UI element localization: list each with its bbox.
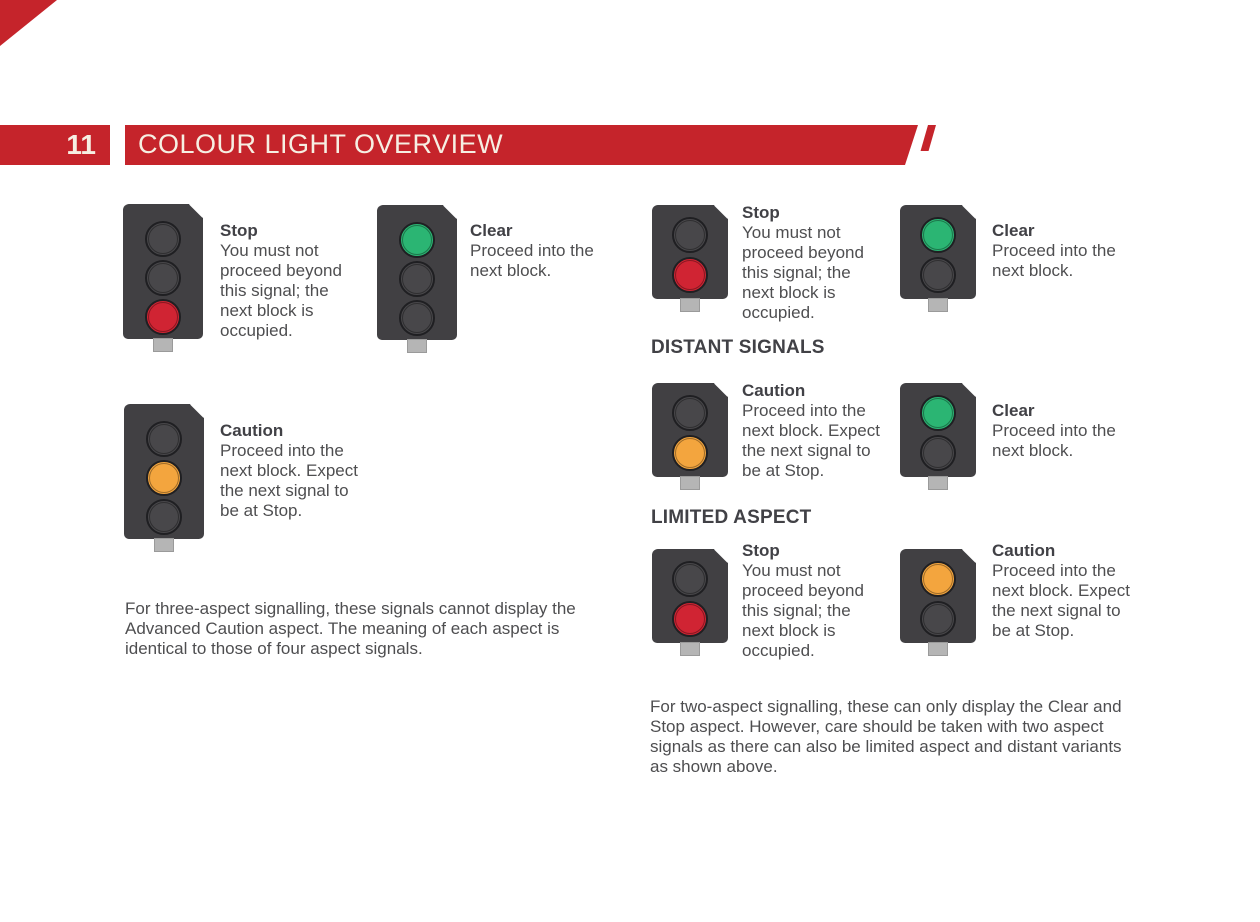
aspect-description: You must not proceed beyond this signal;… — [742, 561, 864, 660]
green-light-on-icon — [920, 217, 956, 253]
aspect-label-block: Clear Proceed into the next block. — [992, 401, 1167, 461]
section-title: COLOUR LIGHT OVERVIEW — [138, 129, 504, 159]
light-off-icon — [146, 421, 182, 457]
aspect-name: Clear — [992, 221, 1035, 240]
banner-slash-accent — [920, 125, 936, 151]
aspect-description: You must not proceed beyond this signal;… — [220, 241, 342, 340]
signal-stem — [928, 642, 948, 656]
signal-stem — [154, 538, 174, 552]
light-off-icon — [146, 499, 182, 535]
red-light-on-icon — [672, 257, 708, 293]
signal-stem — [153, 338, 173, 352]
amber-light-on-icon — [672, 435, 708, 471]
light-off-icon — [672, 395, 708, 431]
light-off-icon — [145, 260, 181, 296]
section-header-banner: COLOUR LIGHT OVERVIEW — [125, 125, 918, 165]
light-off-icon — [399, 300, 435, 336]
limited-aspect-signal-stop — [652, 549, 728, 656]
light-off-icon — [399, 261, 435, 297]
light-off-icon — [145, 221, 181, 257]
aspect-name: Caution — [992, 541, 1056, 560]
three-aspect-note: For three-aspect signalling, these signa… — [125, 599, 576, 658]
signal-stem — [928, 476, 948, 490]
signal-stem — [928, 298, 948, 312]
light-off-icon — [920, 601, 956, 637]
aspect-description: Proceed into the next block. Expect the … — [742, 401, 880, 480]
aspect-label-block: Clear Proceed into the next block. — [992, 221, 1167, 281]
three-aspect-signal-clear — [377, 205, 457, 353]
two-aspect-signal-clear — [900, 205, 976, 312]
distant-signal-caution — [652, 383, 728, 490]
aspect-name: Stop — [220, 221, 258, 240]
aspect-label-block: Caution Proceed into the next block. Exp… — [992, 541, 1167, 641]
aspect-description: Proceed into the next block. — [470, 241, 594, 280]
three-aspect-signal-caution — [124, 404, 204, 552]
corner-accent — [0, 0, 57, 46]
page-number: 11 — [0, 125, 110, 165]
green-light-on-icon — [399, 222, 435, 258]
two-aspect-note: For two-aspect signalling, these can onl… — [650, 697, 1122, 776]
aspect-description: Proceed into the next block. — [992, 421, 1116, 460]
three-aspect-signal-stop — [123, 204, 203, 352]
aspect-description: Proceed into the next block. — [992, 241, 1116, 280]
aspect-name: Stop — [742, 203, 780, 222]
limited-aspect-signal-caution — [900, 549, 976, 656]
aspect-name: Clear — [470, 221, 513, 240]
red-light-on-icon — [145, 299, 181, 335]
light-off-icon — [672, 561, 708, 597]
aspect-label-block: Caution Proceed into the next block. Exp… — [220, 421, 395, 521]
aspect-label-block: Caution Proceed into the next block. Exp… — [742, 381, 917, 481]
green-light-on-icon — [920, 395, 956, 431]
signal-stem — [680, 298, 700, 312]
signal-stem — [680, 476, 700, 490]
limited-aspect-heading: LIMITED ASPECT — [651, 507, 812, 528]
aspect-name: Stop — [742, 541, 780, 560]
aspect-label-block: Stop You must not proceed beyond this si… — [220, 221, 395, 341]
signal-stem — [407, 339, 427, 353]
aspect-name: Caution — [220, 421, 284, 440]
aspect-name: Caution — [742, 381, 806, 400]
amber-light-on-icon — [920, 561, 956, 597]
aspect-label-block: Stop You must not proceed beyond this si… — [742, 203, 917, 323]
aspect-name: Clear — [992, 401, 1035, 420]
aspect-label-block: Clear Proceed into the next block. — [470, 221, 645, 281]
light-off-icon — [672, 217, 708, 253]
light-off-icon — [920, 435, 956, 471]
two-aspect-signal-stop — [652, 205, 728, 312]
aspect-label-block: Stop You must not proceed beyond this si… — [742, 541, 917, 661]
signal-stem — [680, 642, 700, 656]
distant-signal-clear — [900, 383, 976, 490]
distant-signals-heading: DISTANT SIGNALS — [651, 337, 825, 358]
light-off-icon — [920, 257, 956, 293]
aspect-description: Proceed into the next block. Expect the … — [992, 561, 1130, 640]
aspect-description: You must not proceed beyond this signal;… — [742, 223, 864, 322]
aspect-description: Proceed into the next block. Expect the … — [220, 441, 358, 520]
red-light-on-icon — [672, 601, 708, 637]
amber-light-on-icon — [146, 460, 182, 496]
